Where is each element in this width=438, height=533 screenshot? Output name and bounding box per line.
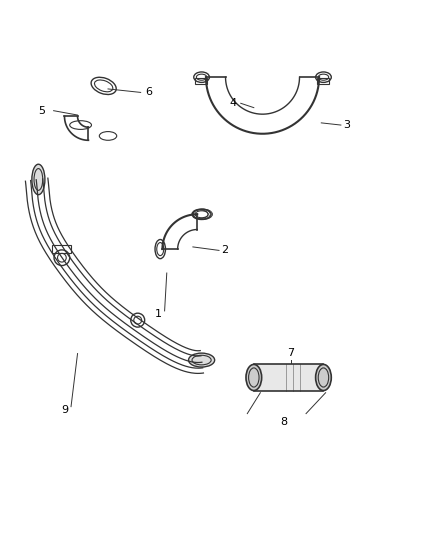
Text: 8: 8 <box>280 417 287 426</box>
Ellipse shape <box>316 365 331 391</box>
Text: 3: 3 <box>343 120 350 130</box>
Text: 6: 6 <box>145 87 152 98</box>
Text: 7: 7 <box>287 348 294 358</box>
Text: 9: 9 <box>62 405 69 415</box>
Text: 5: 5 <box>38 106 45 116</box>
Text: 4: 4 <box>229 98 237 108</box>
Ellipse shape <box>32 164 45 195</box>
Text: 1: 1 <box>155 309 162 319</box>
Ellipse shape <box>188 353 215 367</box>
FancyBboxPatch shape <box>254 365 323 391</box>
Ellipse shape <box>246 365 261 391</box>
Text: 2: 2 <box>221 245 228 255</box>
